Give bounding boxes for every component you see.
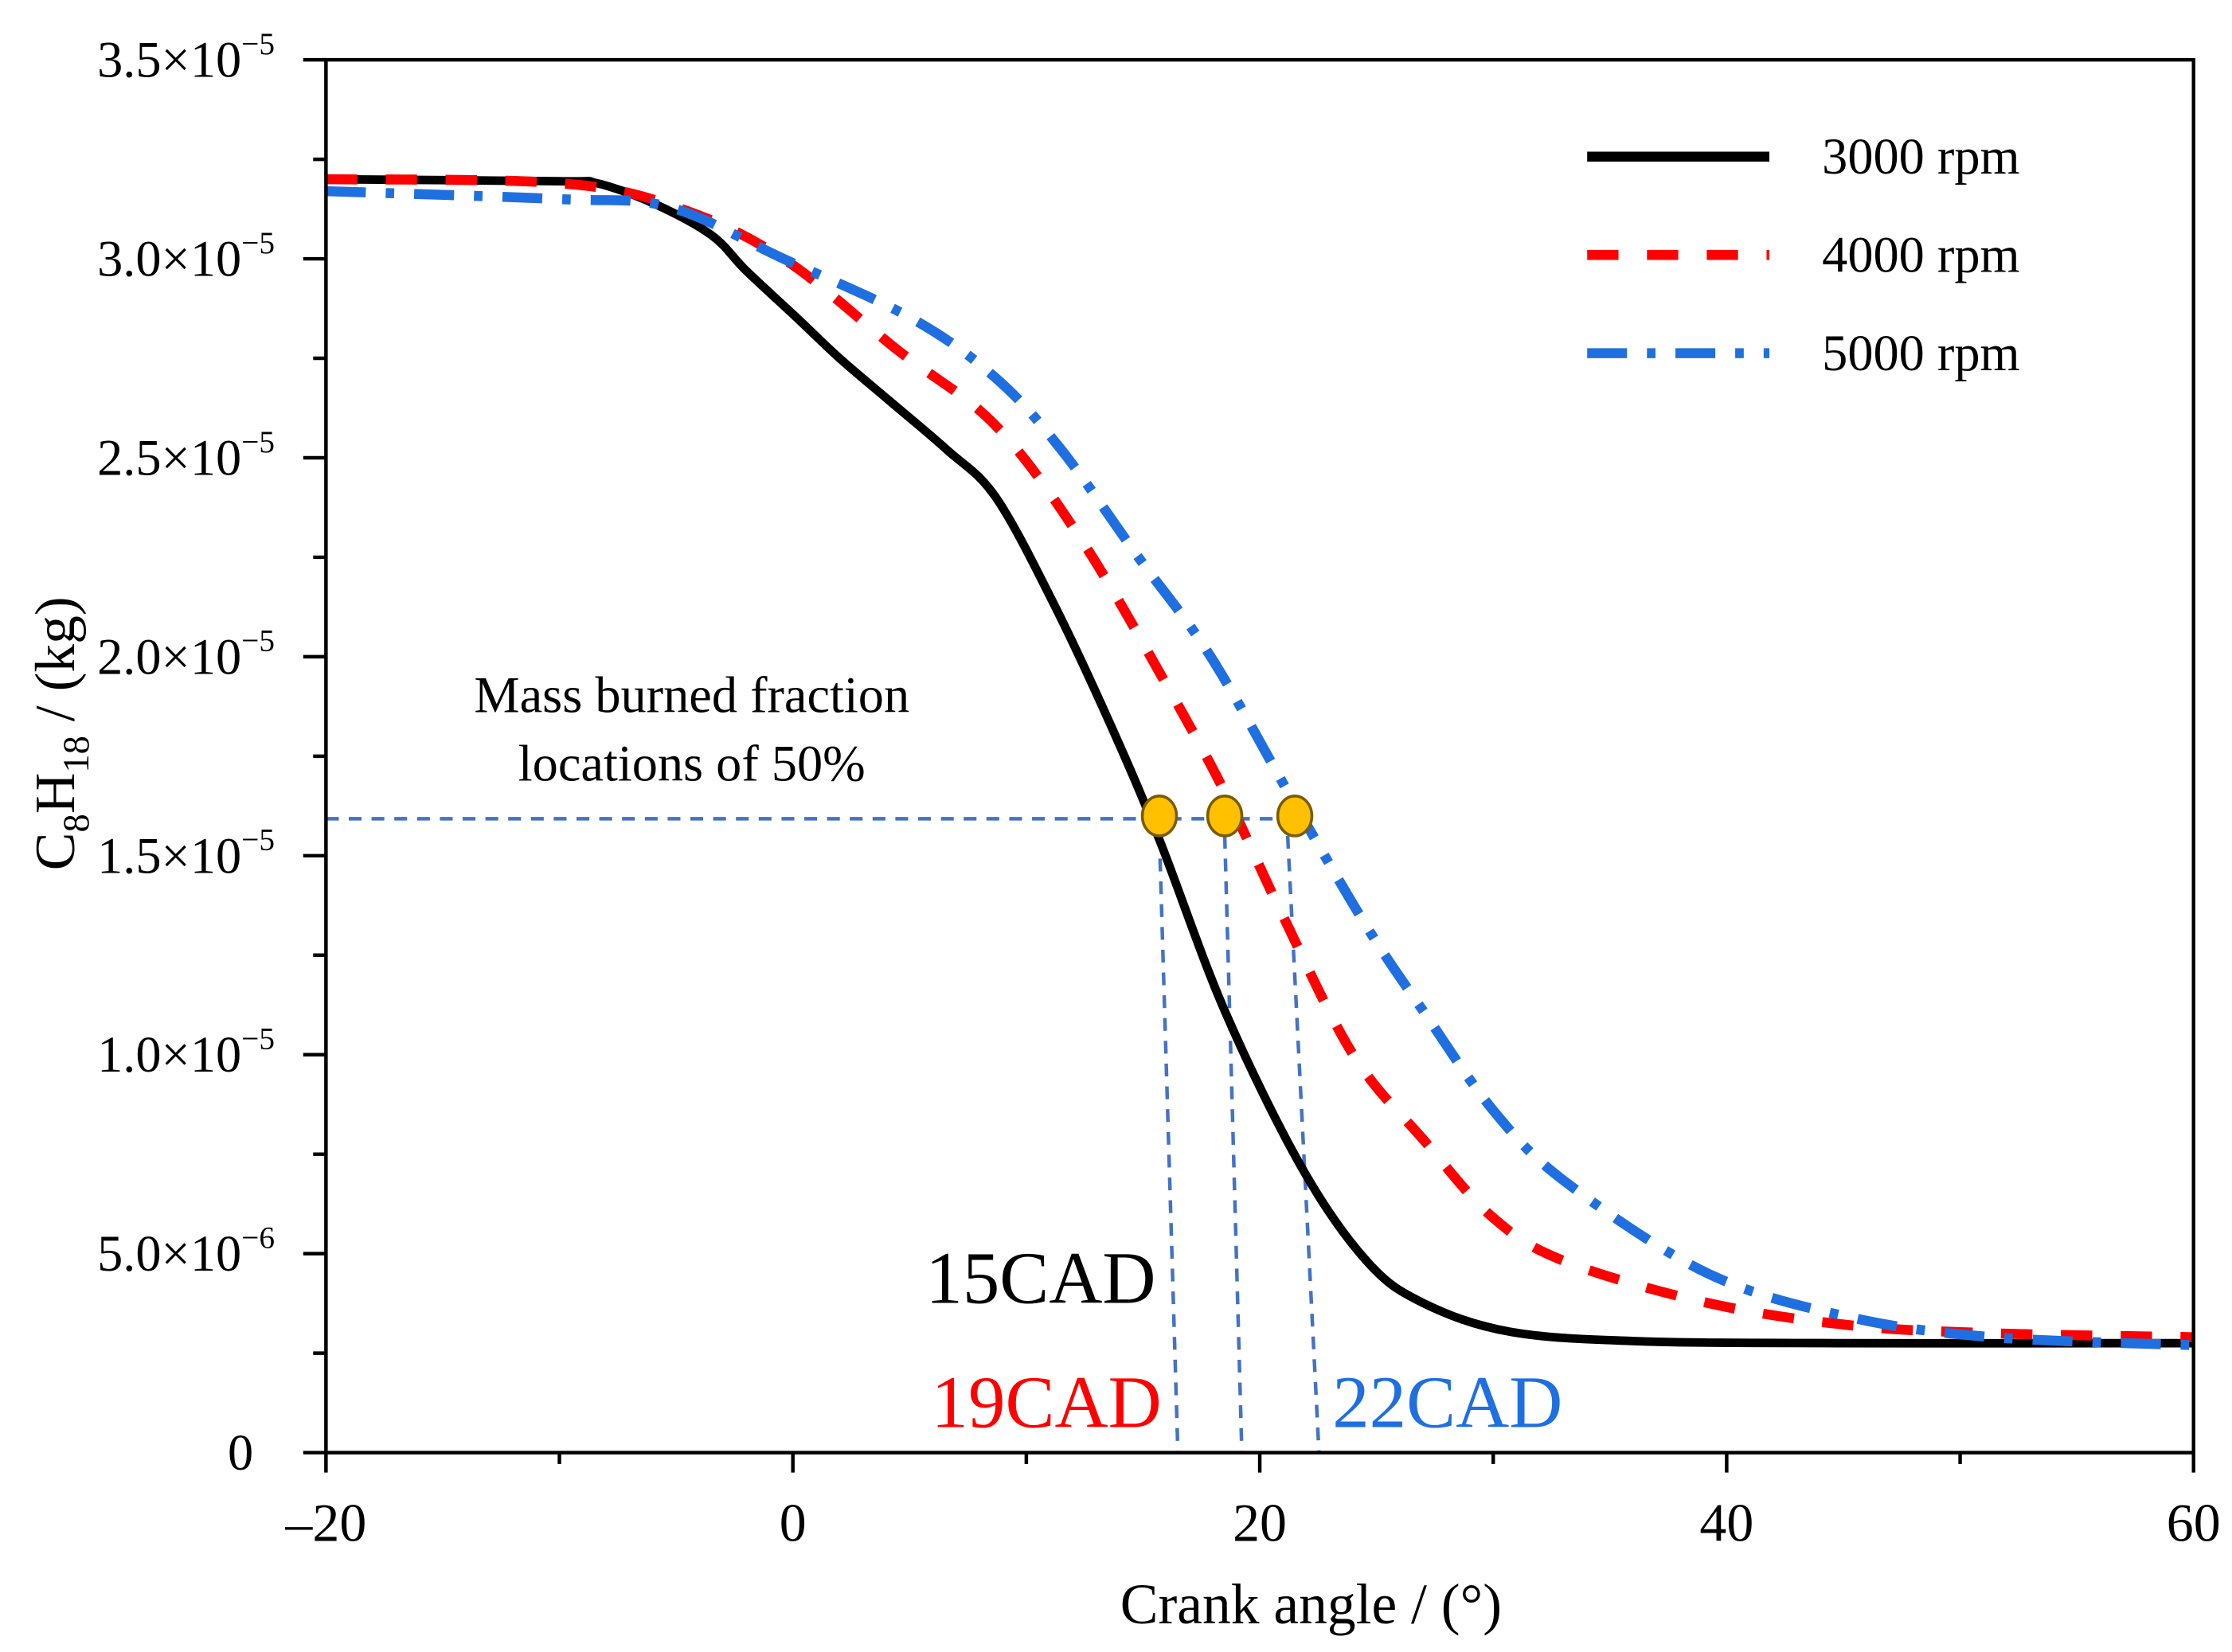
x-tick-label: 60 (2167, 1492, 2221, 1552)
y-axis-label: C8H18 / (kg) (24, 596, 97, 870)
y-tick-label: 0 (228, 1424, 253, 1481)
x-tick-label: 40 (1699, 1492, 1753, 1552)
y-tick-label: 2.5×10−5 (97, 424, 275, 486)
label-22cad: 22CAD (1332, 1361, 1562, 1443)
y-tick-label: 5.0×10−6 (97, 1220, 275, 1282)
mbf50-vertical-guide (1157, 835, 1180, 1453)
mbf50-vertical-guide (1222, 835, 1244, 1453)
y-tick-label: 1.0×10−5 (97, 1021, 275, 1084)
series-line-5000-rpm (326, 186, 2194, 1350)
label-15cad: 15CAD (925, 1238, 1155, 1320)
guide-lines (326, 817, 1321, 1453)
series-line-4000-rpm (326, 174, 2194, 1342)
mbf50-markers (1140, 794, 1314, 838)
series-line-3000-rpm (326, 174, 2194, 1348)
label-19cad: 19CAD (932, 1361, 1162, 1443)
legend-label: 3000 rpm (1822, 128, 2019, 185)
mbf50-marker (1206, 794, 1244, 838)
y-tick-label: 1.5×10−5 (97, 822, 275, 885)
annotation-line-2: locations of 50% (518, 735, 866, 791)
y-tick-label: 2.0×10−5 (97, 623, 275, 685)
mbf50-marker (1140, 794, 1179, 838)
y-tick-label: 3.0×10−5 (97, 225, 275, 287)
annotation-line-1: Mass burned fraction (474, 666, 909, 723)
legend-label: 5000 rpm (1822, 325, 2019, 381)
x-tick-label: 20 (1233, 1492, 1287, 1552)
series-lines (326, 174, 2194, 1350)
mbf50-marker (1276, 794, 1314, 838)
x-tick-label: 0 (780, 1492, 807, 1552)
legend: 3000 rpm 4000 rpm 5000 rpm (1587, 128, 2020, 381)
x-tick-label: –20 (284, 1492, 366, 1552)
y-tick-label: 3.5×10−5 (97, 26, 275, 88)
legend-label: 4000 rpm (1822, 227, 2019, 283)
x-axis-label: Crank angle / (°) (1120, 1573, 1502, 1636)
